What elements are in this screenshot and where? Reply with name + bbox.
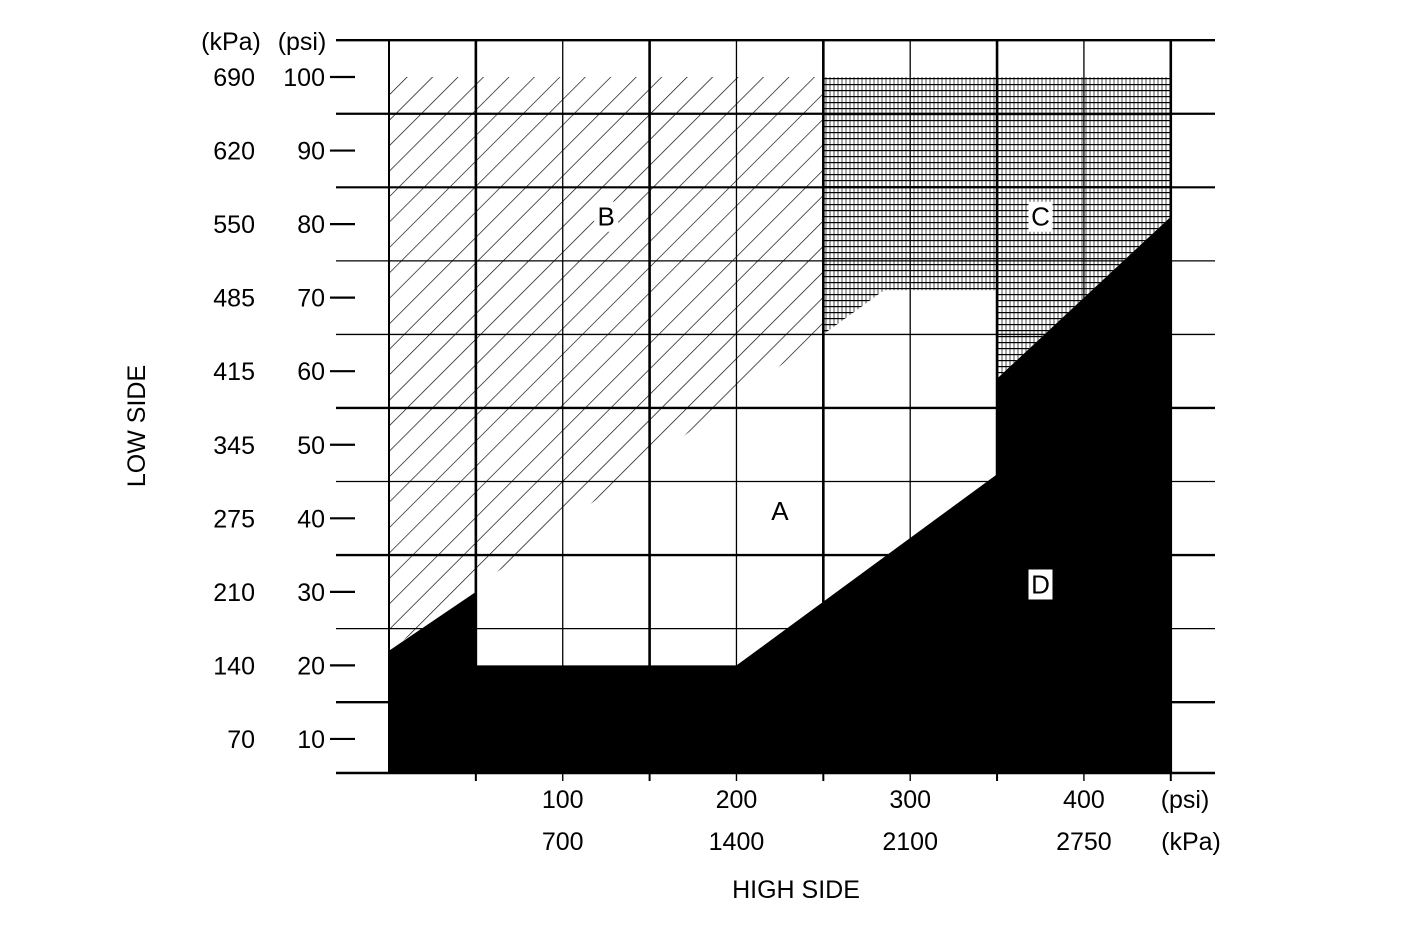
y-unit-kpa: (kPa) <box>201 28 261 56</box>
y-tick-label-kpa: 485 <box>213 285 255 313</box>
y-tick-label-psi: 20 <box>297 652 325 680</box>
x-tick-label-kpa: 700 <box>542 828 584 856</box>
x-tick-label-psi: 100 <box>542 786 584 814</box>
x-unit-kpa: (kPa) <box>1161 828 1221 856</box>
x-tick-label-psi: 400 <box>1063 786 1105 814</box>
x-unit-psi: (psi) <box>1161 786 1210 814</box>
regions-layer <box>389 77 1171 773</box>
labels-layer: (kPa) (psi) LOW SIDE (psi) (kPa) HIGH SI… <box>123 28 1221 904</box>
region-label-a: A <box>771 496 789 526</box>
y-unit-psi: (psi) <box>278 28 327 56</box>
ticks-layer: 690 100 620 90 550 80 485 70 415 60 345 50 275 40 210 3… <box>213 64 1172 856</box>
grid-layer <box>336 39 1215 775</box>
y-tick-label-kpa: 415 <box>213 358 255 386</box>
region-label-backdrop <box>1028 569 1053 600</box>
region-label-backdrop <box>594 201 619 232</box>
x-tick-label-kpa: 1400 <box>709 828 765 856</box>
y-tick-label-psi: 80 <box>297 211 325 239</box>
region-label-b: B <box>597 202 614 232</box>
y-tick-label-psi: 10 <box>297 726 325 754</box>
y-tick-label-kpa: 70 <box>227 726 255 754</box>
y-tick-label-kpa: 690 <box>213 64 255 92</box>
y-tick-label-kpa: 550 <box>213 211 255 239</box>
y-tick-label-psi: 50 <box>297 432 325 460</box>
y-axis-title: LOW SIDE <box>123 365 151 487</box>
region-b <box>389 77 824 651</box>
x-tick-label-kpa: 2750 <box>1056 828 1112 856</box>
y-tick-label-kpa: 345 <box>213 432 255 460</box>
y-tick-label-psi: 100 <box>283 64 325 92</box>
x-tick-label-psi: 200 <box>716 786 758 814</box>
region-label-d: D <box>1031 569 1050 599</box>
region-label-backdrop <box>1028 201 1053 232</box>
y-tick-label-kpa: 140 <box>213 652 255 680</box>
y-tick-label-kpa: 275 <box>213 505 255 533</box>
region-label-c: C <box>1031 202 1050 232</box>
x-tick-label-psi: 300 <box>889 786 931 814</box>
y-tick-label-psi: 60 <box>297 358 325 386</box>
y-tick-label-psi: 40 <box>297 505 325 533</box>
y-tick-label-psi: 90 <box>297 138 325 166</box>
y-tick-label-kpa: 210 <box>213 579 255 607</box>
region-d <box>389 216 1171 773</box>
y-tick-label-psi: 30 <box>297 579 325 607</box>
y-tick-label-psi: 70 <box>297 285 325 313</box>
x-axis-title: HIGH SIDE <box>732 876 860 904</box>
y-tick-label-kpa: 620 <box>213 138 255 166</box>
x-tick-label-kpa: 2100 <box>882 828 938 856</box>
